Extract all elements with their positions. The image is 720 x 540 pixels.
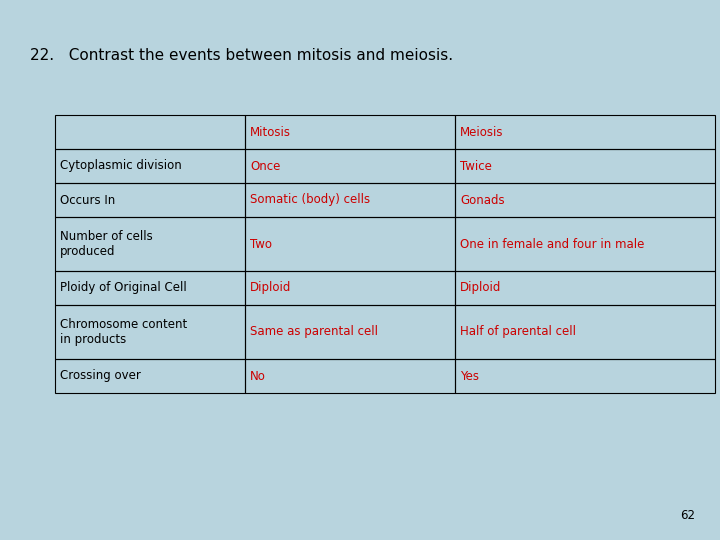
Bar — [245, 305, 455, 359]
Text: 22.   Contrast the events between mitosis and meiosis.: 22. Contrast the events between mitosis … — [30, 48, 453, 63]
Bar — [455, 183, 715, 217]
Bar — [455, 305, 715, 359]
Bar — [55, 305, 245, 359]
Text: Diploid: Diploid — [250, 281, 292, 294]
Text: Diploid: Diploid — [460, 281, 501, 294]
Text: Ploidy of Original Cell: Ploidy of Original Cell — [60, 281, 186, 294]
Text: Occurs In: Occurs In — [60, 193, 115, 206]
Bar — [455, 271, 715, 305]
Text: Mitosis: Mitosis — [250, 125, 291, 138]
Text: Same as parental cell: Same as parental cell — [250, 326, 378, 339]
Text: No: No — [250, 369, 266, 382]
Bar — [55, 271, 245, 305]
Bar — [245, 183, 455, 217]
Bar — [245, 271, 455, 305]
Text: One in female and four in male: One in female and four in male — [460, 238, 644, 251]
Text: 62: 62 — [680, 509, 695, 522]
Text: Somatic (body) cells: Somatic (body) cells — [250, 193, 370, 206]
Bar — [455, 359, 715, 393]
Bar — [245, 115, 455, 149]
Text: Chromosome content
in products: Chromosome content in products — [60, 318, 187, 347]
Text: Twice: Twice — [460, 159, 492, 172]
Bar — [55, 183, 245, 217]
Bar — [245, 217, 455, 271]
Text: Half of parental cell: Half of parental cell — [460, 326, 576, 339]
Bar — [455, 149, 715, 183]
Text: Once: Once — [250, 159, 280, 172]
Bar — [245, 359, 455, 393]
Bar — [245, 149, 455, 183]
Bar — [455, 217, 715, 271]
Bar — [55, 217, 245, 271]
Bar — [55, 115, 245, 149]
Text: Crossing over: Crossing over — [60, 369, 141, 382]
Text: Meiosis: Meiosis — [460, 125, 503, 138]
Text: Number of cells
produced: Number of cells produced — [60, 230, 153, 259]
Text: Yes: Yes — [460, 369, 479, 382]
Text: Two: Two — [250, 238, 272, 251]
Bar — [55, 149, 245, 183]
Bar — [455, 115, 715, 149]
Text: Cytoplasmic division: Cytoplasmic division — [60, 159, 181, 172]
Text: Gonads: Gonads — [460, 193, 505, 206]
Bar — [55, 359, 245, 393]
